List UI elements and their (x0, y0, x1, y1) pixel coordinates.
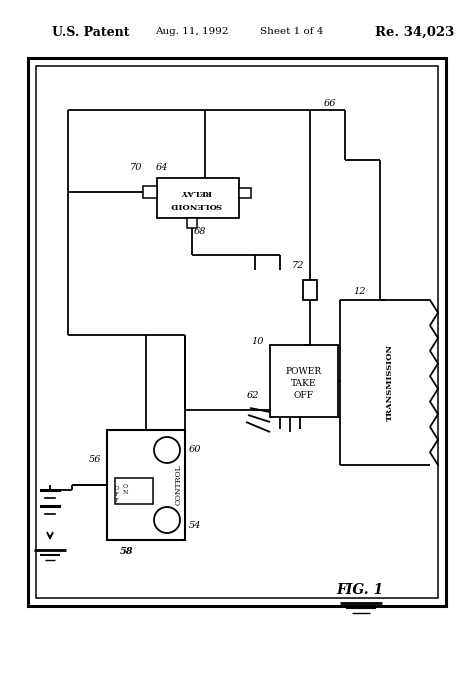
Text: Re. 34,023: Re. 34,023 (375, 26, 455, 38)
Text: 10: 10 (252, 338, 264, 347)
Text: 54: 54 (189, 521, 201, 530)
Text: Sheet 1 of 4: Sheet 1 of 4 (260, 28, 324, 36)
Text: 56: 56 (89, 455, 101, 464)
Text: 12: 12 (354, 287, 366, 296)
Text: TRANSMISSION: TRANSMISSION (386, 343, 394, 420)
Text: POWER: POWER (286, 367, 322, 376)
Bar (187, 218, 197, 228)
Text: O: O (115, 486, 119, 491)
Text: F: F (115, 493, 119, 498)
Text: OFF: OFF (294, 390, 314, 400)
Text: 62: 62 (247, 390, 259, 400)
Text: 68: 68 (194, 228, 206, 237)
Text: U.S. Patent: U.S. Patent (52, 26, 129, 38)
Text: N: N (122, 491, 128, 496)
Text: 66: 66 (324, 99, 336, 107)
Bar (239, 188, 251, 198)
Text: O: O (122, 484, 128, 489)
Bar (36, 66, 438, 598)
Text: 70: 70 (130, 164, 142, 173)
Circle shape (154, 437, 180, 463)
Circle shape (154, 507, 180, 533)
Bar (157, 178, 239, 218)
Text: 60: 60 (189, 445, 201, 454)
Text: FIG. 1: FIG. 1 (337, 583, 383, 597)
Text: RELAY: RELAY (181, 188, 211, 196)
Bar (115, 478, 153, 504)
Text: F: F (115, 498, 119, 503)
Bar (303, 280, 317, 300)
Bar (107, 430, 185, 540)
Bar (28, 58, 446, 606)
Text: 72: 72 (292, 260, 304, 269)
Text: Aug. 11, 1992: Aug. 11, 1992 (155, 28, 229, 36)
Text: 58: 58 (120, 548, 134, 557)
Text: TAKE: TAKE (291, 379, 317, 388)
Text: CONTROL: CONTROL (175, 465, 183, 505)
Text: SOLENOID: SOLENOID (170, 201, 222, 209)
Bar (270, 345, 338, 417)
Bar (143, 186, 157, 198)
Text: 64: 64 (156, 164, 168, 173)
